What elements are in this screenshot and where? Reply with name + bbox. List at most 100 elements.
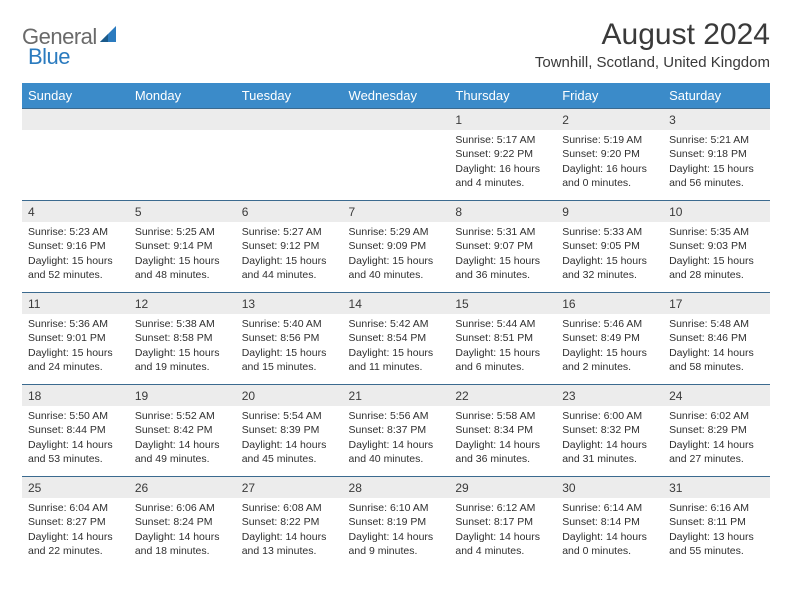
sunrise-text: Sunrise: 5:17 AM [455, 133, 550, 147]
day-body: Sunrise: 5:40 AMSunset: 8:56 PMDaylight:… [236, 314, 343, 378]
calendar-day-cell: 2Sunrise: 5:19 AMSunset: 9:20 PMDaylight… [556, 109, 663, 201]
day-body: Sunrise: 6:10 AMSunset: 8:19 PMDaylight:… [343, 498, 450, 562]
day-number: 3 [663, 109, 770, 130]
day-number: 1 [449, 109, 556, 130]
sunset-text: Sunset: 8:58 PM [135, 331, 230, 345]
day-number: 31 [663, 477, 770, 498]
day-body: Sunrise: 6:02 AMSunset: 8:29 PMDaylight:… [663, 406, 770, 470]
day-body: Sunrise: 6:12 AMSunset: 8:17 PMDaylight:… [449, 498, 556, 562]
day-number: 11 [22, 293, 129, 314]
sunrise-text: Sunrise: 5:27 AM [242, 225, 337, 239]
day-body: Sunrise: 6:08 AMSunset: 8:22 PMDaylight:… [236, 498, 343, 562]
daylight-text: Daylight: 14 hours and 27 minutes. [669, 438, 764, 466]
location-text: Townhill, Scotland, United Kingdom [535, 54, 770, 71]
daylight-text: Daylight: 14 hours and 18 minutes. [135, 530, 230, 558]
day-body: Sunrise: 5:17 AMSunset: 9:22 PMDaylight:… [449, 130, 556, 194]
sunset-text: Sunset: 8:34 PM [455, 423, 550, 437]
logo-line2: Blue [28, 44, 70, 70]
calendar-day-cell [343, 109, 450, 201]
day-body: Sunrise: 5:19 AMSunset: 9:20 PMDaylight:… [556, 130, 663, 194]
daylight-text: Daylight: 15 hours and 44 minutes. [242, 254, 337, 282]
sunset-text: Sunset: 8:29 PM [669, 423, 764, 437]
daylight-text: Daylight: 14 hours and 36 minutes. [455, 438, 550, 466]
day-number: 6 [236, 201, 343, 222]
daylight-text: Daylight: 14 hours and 31 minutes. [562, 438, 657, 466]
day-body: Sunrise: 5:31 AMSunset: 9:07 PMDaylight:… [449, 222, 556, 286]
day-number-empty [343, 109, 450, 130]
sunset-text: Sunset: 9:12 PM [242, 239, 337, 253]
daylight-text: Daylight: 14 hours and 49 minutes. [135, 438, 230, 466]
calendar-day-cell: 25Sunrise: 6:04 AMSunset: 8:27 PMDayligh… [22, 477, 129, 569]
sunset-text: Sunset: 9:18 PM [669, 147, 764, 161]
sunrise-text: Sunrise: 5:29 AM [349, 225, 444, 239]
daylight-text: Daylight: 15 hours and 56 minutes. [669, 162, 764, 190]
sunrise-text: Sunrise: 5:38 AM [135, 317, 230, 331]
calendar-day-cell: 18Sunrise: 5:50 AMSunset: 8:44 PMDayligh… [22, 385, 129, 477]
sunset-text: Sunset: 9:05 PM [562, 239, 657, 253]
sunset-text: Sunset: 8:46 PM [669, 331, 764, 345]
calendar-day-cell: 3Sunrise: 5:21 AMSunset: 9:18 PMDaylight… [663, 109, 770, 201]
day-body: Sunrise: 5:46 AMSunset: 8:49 PMDaylight:… [556, 314, 663, 378]
daylight-text: Daylight: 15 hours and 40 minutes. [349, 254, 444, 282]
day-number: 4 [22, 201, 129, 222]
calendar-day-cell: 24Sunrise: 6:02 AMSunset: 8:29 PMDayligh… [663, 385, 770, 477]
day-header: Monday [129, 83, 236, 109]
calendar-day-cell: 20Sunrise: 5:54 AMSunset: 8:39 PMDayligh… [236, 385, 343, 477]
sunrise-text: Sunrise: 5:44 AM [455, 317, 550, 331]
daylight-text: Daylight: 14 hours and 9 minutes. [349, 530, 444, 558]
daylight-text: Daylight: 14 hours and 0 minutes. [562, 530, 657, 558]
day-body: Sunrise: 5:48 AMSunset: 8:46 PMDaylight:… [663, 314, 770, 378]
day-number: 10 [663, 201, 770, 222]
sunrise-text: Sunrise: 5:36 AM [28, 317, 123, 331]
day-number: 26 [129, 477, 236, 498]
day-number: 2 [556, 109, 663, 130]
sunset-text: Sunset: 9:16 PM [28, 239, 123, 253]
daylight-text: Daylight: 15 hours and 24 minutes. [28, 346, 123, 374]
sunset-text: Sunset: 8:24 PM [135, 515, 230, 529]
sunrise-text: Sunrise: 5:46 AM [562, 317, 657, 331]
calendar-day-cell: 11Sunrise: 5:36 AMSunset: 9:01 PMDayligh… [22, 293, 129, 385]
day-number: 16 [556, 293, 663, 314]
day-body: Sunrise: 5:23 AMSunset: 9:16 PMDaylight:… [22, 222, 129, 286]
day-number: 29 [449, 477, 556, 498]
day-body: Sunrise: 5:33 AMSunset: 9:05 PMDaylight:… [556, 222, 663, 286]
daylight-text: Daylight: 15 hours and 19 minutes. [135, 346, 230, 374]
day-number: 9 [556, 201, 663, 222]
calendar-day-cell: 1Sunrise: 5:17 AMSunset: 9:22 PMDaylight… [449, 109, 556, 201]
calendar-day-cell: 10Sunrise: 5:35 AMSunset: 9:03 PMDayligh… [663, 201, 770, 293]
daylight-text: Daylight: 14 hours and 22 minutes. [28, 530, 123, 558]
day-body: Sunrise: 5:56 AMSunset: 8:37 PMDaylight:… [343, 406, 450, 470]
sunrise-text: Sunrise: 5:31 AM [455, 225, 550, 239]
day-body: Sunrise: 6:06 AMSunset: 8:24 PMDaylight:… [129, 498, 236, 562]
sunrise-text: Sunrise: 5:52 AM [135, 409, 230, 423]
sunset-text: Sunset: 8:54 PM [349, 331, 444, 345]
calendar-day-cell: 23Sunrise: 6:00 AMSunset: 8:32 PMDayligh… [556, 385, 663, 477]
day-body: Sunrise: 6:00 AMSunset: 8:32 PMDaylight:… [556, 406, 663, 470]
sunset-text: Sunset: 8:14 PM [562, 515, 657, 529]
daylight-text: Daylight: 14 hours and 45 minutes. [242, 438, 337, 466]
calendar-week-row: 18Sunrise: 5:50 AMSunset: 8:44 PMDayligh… [22, 385, 770, 477]
sunset-text: Sunset: 9:07 PM [455, 239, 550, 253]
day-body: Sunrise: 5:38 AMSunset: 8:58 PMDaylight:… [129, 314, 236, 378]
day-number: 8 [449, 201, 556, 222]
day-number: 23 [556, 385, 663, 406]
calendar-day-cell: 28Sunrise: 6:10 AMSunset: 8:19 PMDayligh… [343, 477, 450, 569]
sunset-text: Sunset: 8:22 PM [242, 515, 337, 529]
sunset-text: Sunset: 8:51 PM [455, 331, 550, 345]
day-body: Sunrise: 5:25 AMSunset: 9:14 PMDaylight:… [129, 222, 236, 286]
calendar-day-cell: 12Sunrise: 5:38 AMSunset: 8:58 PMDayligh… [129, 293, 236, 385]
daylight-text: Daylight: 14 hours and 40 minutes. [349, 438, 444, 466]
day-number-empty [129, 109, 236, 130]
sunset-text: Sunset: 8:39 PM [242, 423, 337, 437]
calendar-table: SundayMondayTuesdayWednesdayThursdayFrid… [22, 83, 770, 569]
logo-text-blue: Blue [28, 44, 70, 69]
sunset-text: Sunset: 8:44 PM [28, 423, 123, 437]
calendar-day-cell [22, 109, 129, 201]
sunrise-text: Sunrise: 5:58 AM [455, 409, 550, 423]
calendar-day-cell: 22Sunrise: 5:58 AMSunset: 8:34 PMDayligh… [449, 385, 556, 477]
calendar-body: 1Sunrise: 5:17 AMSunset: 9:22 PMDaylight… [22, 109, 770, 569]
daylight-text: Daylight: 15 hours and 2 minutes. [562, 346, 657, 374]
day-header: Thursday [449, 83, 556, 109]
header: General August 2024 Townhill, Scotland, … [22, 18, 770, 71]
daylight-text: Daylight: 15 hours and 11 minutes. [349, 346, 444, 374]
